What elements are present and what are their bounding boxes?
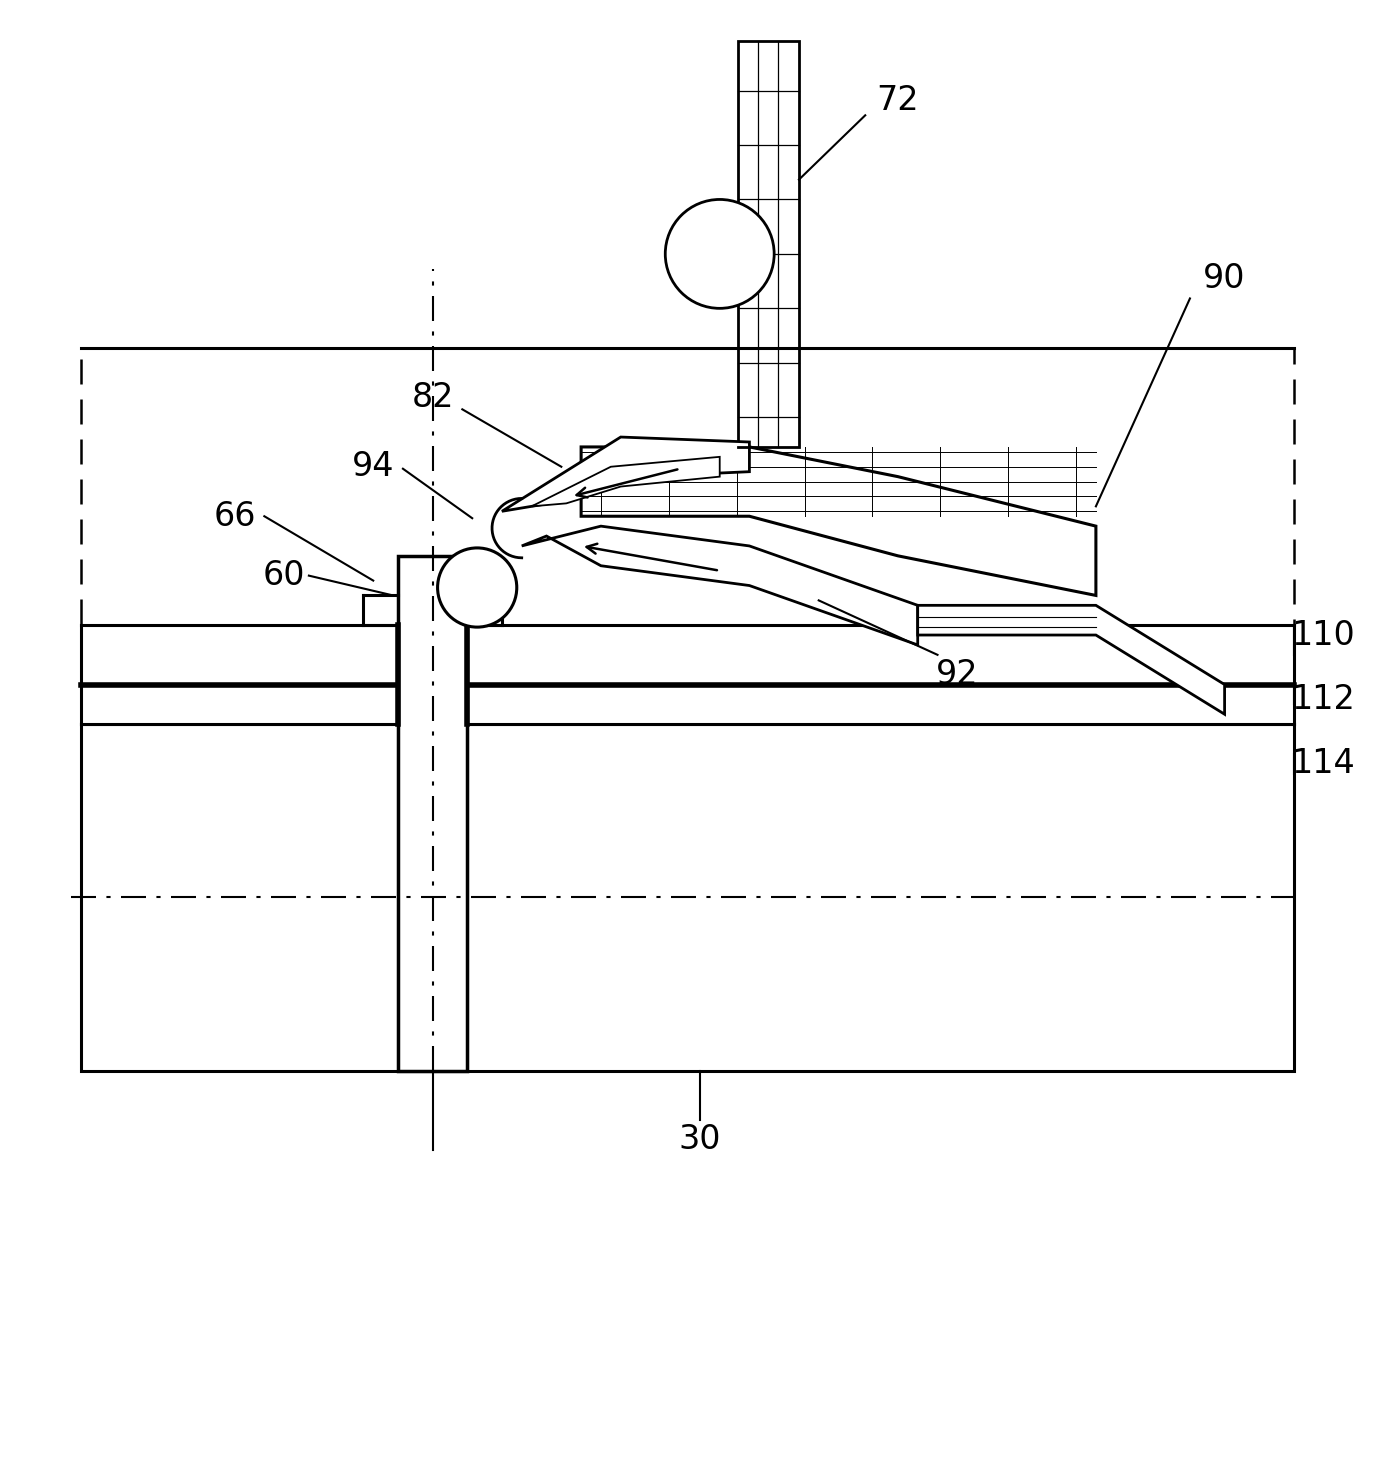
Text: 110: 110: [1292, 619, 1355, 652]
Polygon shape: [82, 684, 398, 724]
Polygon shape: [467, 684, 1294, 724]
Polygon shape: [82, 625, 398, 684]
Circle shape: [665, 199, 774, 308]
Circle shape: [437, 548, 517, 626]
Bar: [82, 348, 1294, 1070]
Text: 94: 94: [353, 450, 394, 483]
Polygon shape: [531, 457, 719, 507]
Polygon shape: [521, 526, 918, 646]
Polygon shape: [82, 724, 1294, 1070]
Text: 72: 72: [877, 84, 920, 116]
Polygon shape: [398, 556, 467, 1070]
Text: 112: 112: [1292, 682, 1355, 716]
Text: 92: 92: [936, 657, 979, 691]
Text: 114: 114: [1292, 747, 1355, 780]
Polygon shape: [918, 606, 1224, 715]
Polygon shape: [581, 447, 1095, 595]
Text: 90: 90: [1203, 262, 1246, 295]
Text: 66: 66: [213, 500, 256, 532]
Polygon shape: [737, 41, 799, 447]
Text: 60: 60: [263, 559, 306, 593]
Polygon shape: [502, 438, 750, 511]
Polygon shape: [467, 625, 1294, 684]
Text: 82: 82: [411, 380, 454, 414]
Text: 30: 30: [679, 1123, 721, 1157]
